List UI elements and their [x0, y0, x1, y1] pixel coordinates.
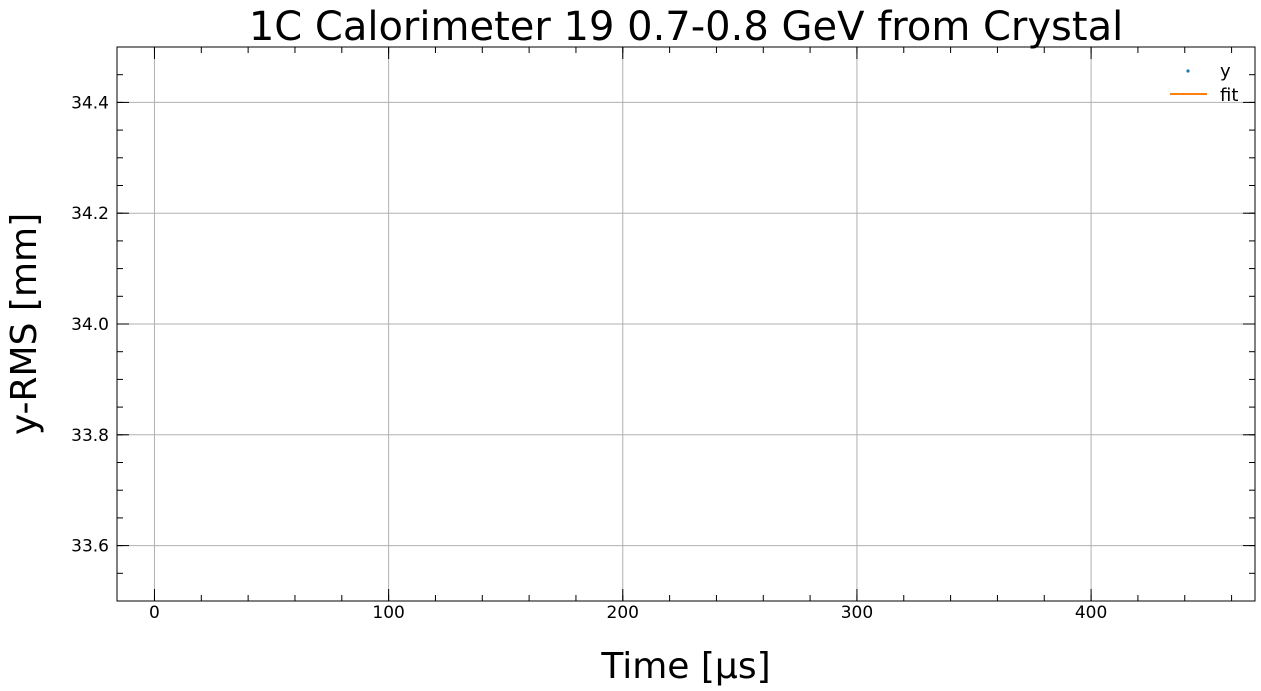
- legend: y fit: [1170, 61, 1238, 106]
- y-tick-label: 34.0: [71, 315, 109, 335]
- y-tick-label: 33.8: [71, 426, 109, 446]
- tick-labels: 0 100 200 300 400 33.6 33.8 34.0 34.2 34.4: [71, 93, 1107, 623]
- y-tick-label: 34.2: [71, 204, 109, 224]
- x-tick-label: 400: [1075, 603, 1107, 623]
- y-tick-label: 33.6: [71, 537, 109, 557]
- x-tick-label: 100: [372, 603, 404, 623]
- legend-label-y: y: [1220, 61, 1231, 82]
- axis-ticks: [117, 47, 1255, 601]
- y-tick-label: 34.4: [71, 93, 109, 113]
- x-tick-label: 200: [607, 603, 639, 623]
- legend-label-fit: fit: [1220, 85, 1238, 106]
- y-axis-label: y-RMS [mm]: [4, 213, 45, 435]
- legend-marker-y: [1186, 69, 1190, 73]
- chart-title: 1C Calorimeter 19 0.7-0.8 GeV from Cryst…: [249, 4, 1123, 50]
- x-tick-label: 0: [149, 603, 160, 623]
- grid: [117, 47, 1255, 601]
- x-tick-label: 300: [841, 603, 873, 623]
- x-axis-label: Time [μs]: [600, 646, 770, 687]
